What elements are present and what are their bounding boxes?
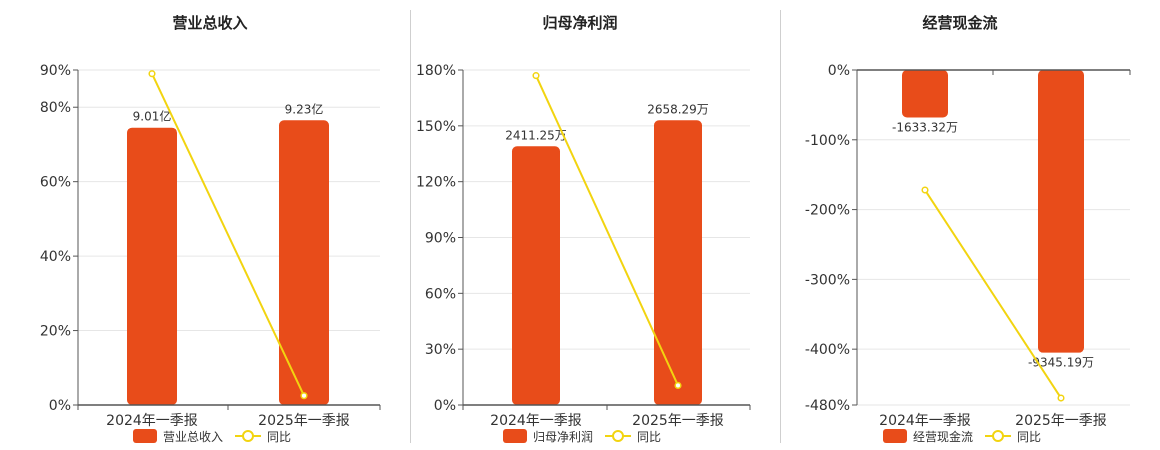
bar-value-label: -1633.32万 <box>892 120 958 134</box>
bar <box>279 120 329 405</box>
bar-value-label: 9.23亿 <box>285 101 324 116</box>
y-tick-label: -480% <box>805 398 850 414</box>
legend-label: 同比 <box>267 430 291 444</box>
bar <box>512 146 560 406</box>
legend-line-marker <box>612 430 624 442</box>
y-tick-label: 90% <box>40 63 71 79</box>
y-tick-label: 40% <box>40 249 71 265</box>
y-tick-label: 0% <box>434 398 456 414</box>
y-tick-label: 120% <box>416 175 456 191</box>
y-tick-label: -300% <box>805 272 850 288</box>
y-tick-label: 30% <box>425 342 456 358</box>
bar <box>127 127 177 405</box>
legend-label: 营业总收入 <box>163 430 223 444</box>
y-tick-label: 60% <box>425 286 456 302</box>
bar <box>654 120 702 405</box>
chart-title: 经营现金流 <box>922 14 997 32</box>
y-tick-label: 0% <box>49 398 71 414</box>
bar-value-label: 2411.25万 <box>505 128 567 142</box>
y-tick-label: 150% <box>416 119 456 135</box>
x-tick-label: 2024年一季报 <box>879 413 971 429</box>
legend-label: 同比 <box>637 430 661 444</box>
legend-bar-swatch <box>883 429 907 443</box>
legend-line-marker <box>242 430 254 442</box>
y-tick-label: -200% <box>805 203 850 219</box>
y-tick-label: -100% <box>805 133 850 149</box>
y-tick-label: -400% <box>805 342 850 358</box>
series-point <box>300 392 308 400</box>
x-tick-label: 2024年一季报 <box>106 413 198 429</box>
bar-value-label: 9.01亿 <box>133 109 172 124</box>
series-line <box>151 73 305 397</box>
y-tick-label: 90% <box>425 231 456 247</box>
chart-title: 营业总收入 <box>172 14 247 32</box>
series-point <box>148 70 156 78</box>
series-line <box>924 189 1062 399</box>
series-point <box>674 381 682 390</box>
series-point <box>532 72 540 80</box>
y-tick-label: 80% <box>40 100 71 116</box>
x-tick-label: 2025年一季报 <box>1015 413 1107 429</box>
y-tick-label: 0% <box>828 63 850 79</box>
y-tick-label: 20% <box>40 324 71 340</box>
legend-label: 经营现金流 <box>913 429 973 444</box>
bar <box>1038 70 1084 353</box>
legend-label: 同比 <box>1017 430 1041 444</box>
legend-bar-swatch <box>503 429 527 443</box>
chart-title: 归母净利润 <box>542 14 617 32</box>
legend-label: 归母净利润 <box>533 430 593 444</box>
series-point <box>921 186 929 194</box>
legend-bar-swatch <box>133 429 157 443</box>
panel-divider-1 <box>410 10 411 443</box>
x-tick-label: 2024年一季报 <box>490 413 582 429</box>
legend-line-marker <box>992 430 1004 442</box>
x-tick-label: 2025年一季报 <box>258 413 350 429</box>
bar <box>902 70 948 118</box>
series-point <box>1057 394 1065 402</box>
panel-divider-2 <box>780 10 781 443</box>
y-tick-label: 60% <box>40 175 71 191</box>
series-line <box>535 75 679 386</box>
x-tick-label: 2025年一季报 <box>632 413 724 429</box>
y-tick-label: 180% <box>416 63 456 79</box>
bar-value-label: -9345.19万 <box>1028 356 1094 370</box>
bar-value-label: 2658.29万 <box>647 102 709 116</box>
